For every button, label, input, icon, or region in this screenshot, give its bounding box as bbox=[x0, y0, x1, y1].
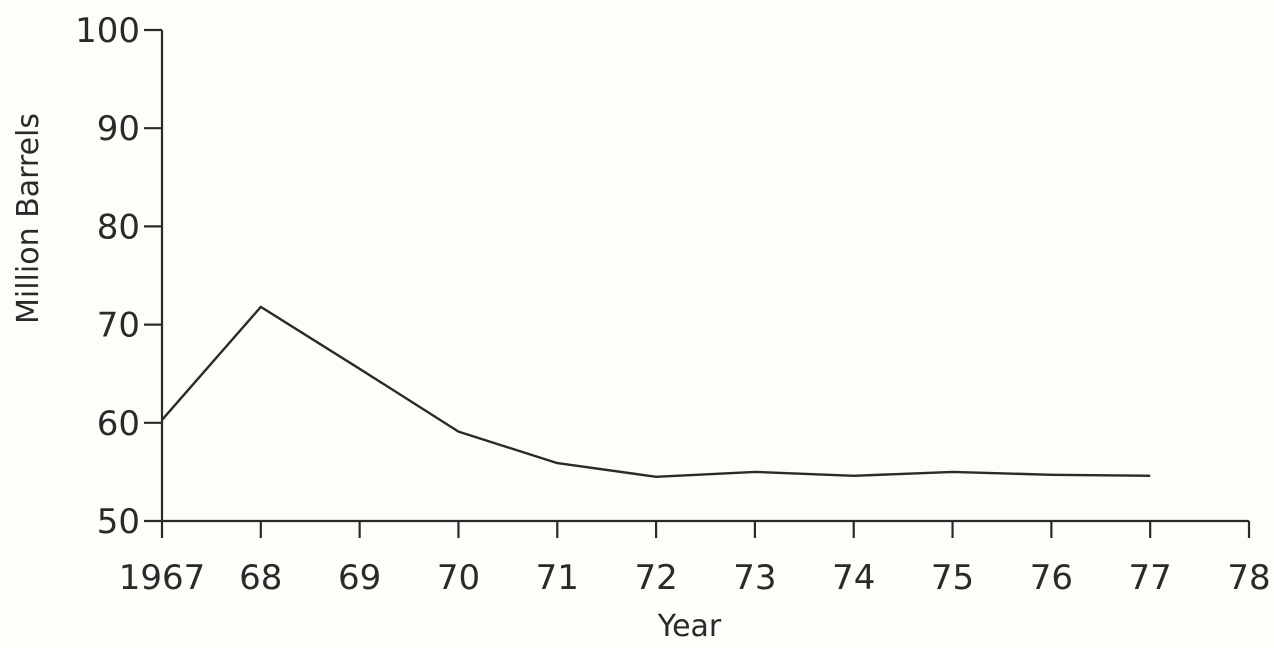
y-tick-label: 60 bbox=[97, 404, 140, 444]
y-axis-title: Million Barrels bbox=[11, 113, 46, 324]
x-tick-label: 74 bbox=[832, 558, 875, 598]
x-axis-title: Year bbox=[657, 609, 722, 644]
series-group bbox=[161, 305, 1151, 478]
x-tick-label: 69 bbox=[338, 558, 381, 598]
y-ticks: 50 60 70 80 90 100 bbox=[75, 11, 162, 542]
x-tick-label: 68 bbox=[239, 558, 282, 598]
x-tick-label: 70 bbox=[437, 558, 480, 598]
x-tick-label: 75 bbox=[931, 558, 974, 598]
x-tick-label: 72 bbox=[634, 558, 677, 598]
x-tick-label: 78 bbox=[1227, 558, 1270, 598]
x-tick-label: 71 bbox=[536, 558, 579, 598]
y-tick-label: 50 bbox=[97, 502, 140, 542]
x-ticks: 1967 68 69 70 71 72 73 74 75 76 77 78 bbox=[119, 521, 1271, 598]
x-tick-label: 77 bbox=[1129, 558, 1172, 598]
axes bbox=[160, 30, 1249, 523]
y-tick-label: 100 bbox=[75, 11, 140, 51]
series-line bbox=[161, 305, 1151, 478]
x-tick-label: 73 bbox=[733, 558, 776, 598]
y-tick-label: 70 bbox=[97, 306, 140, 346]
y-tick-label: 80 bbox=[97, 207, 140, 247]
x-tick-label: 1967 bbox=[119, 558, 206, 598]
x-tick-label: 76 bbox=[1030, 558, 1073, 598]
y-tick-label: 90 bbox=[97, 109, 140, 149]
